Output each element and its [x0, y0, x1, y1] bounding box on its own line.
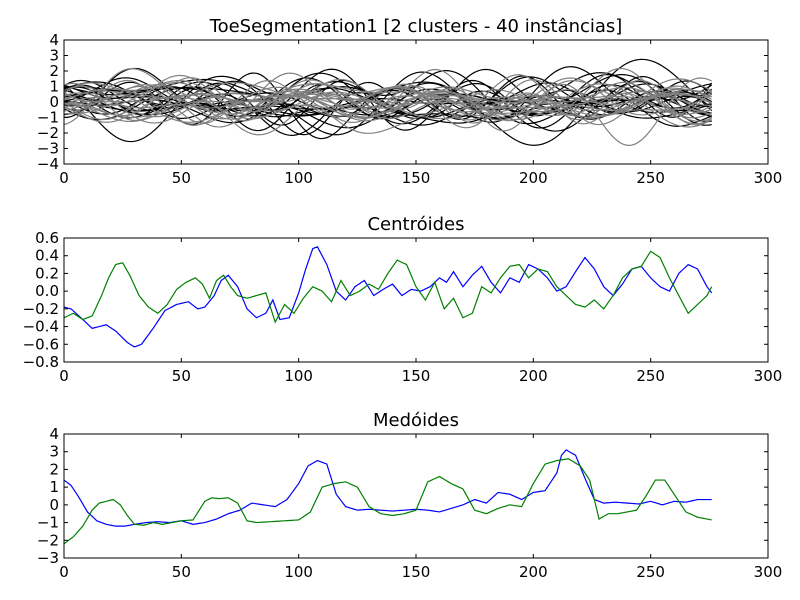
- x-tick-label: 0: [59, 367, 69, 385]
- chart-title: ToeSegmentation1 [2 clusters - 40 instân…: [209, 16, 623, 37]
- instance-line-group2-20: [64, 92, 712, 112]
- y-tick-label: 2: [49, 460, 59, 478]
- x-tick-label: 250: [636, 169, 665, 187]
- y-tick-label: 3: [49, 47, 59, 65]
- series-line-2: [64, 458, 712, 545]
- series-line-1: [64, 246, 713, 348]
- instance-line-group2-15: [64, 72, 712, 123]
- y-tick-label: 3: [49, 443, 59, 461]
- instance-line-group2-19: [64, 83, 712, 128]
- y-tick-label: 1: [49, 478, 59, 496]
- y-tick-label: −3: [37, 140, 59, 158]
- plot-area: [64, 449, 712, 545]
- y-tick-label: −3: [37, 549, 59, 567]
- x-tick-label: 300: [754, 367, 783, 385]
- instance-line-group2-4: [64, 67, 712, 134]
- x-tick-label: 50: [172, 367, 191, 385]
- y-tick-label: 0.6: [35, 229, 59, 247]
- y-tick-label: −2: [37, 124, 59, 142]
- plot-area: [64, 246, 713, 348]
- x-tick-label: 100: [284, 169, 313, 187]
- series-line-2: [64, 250, 713, 324]
- y-tick-label: 1: [49, 78, 59, 96]
- instance-line-group2-13: [64, 78, 712, 126]
- y-tick-label: −2: [37, 531, 59, 549]
- x-tick-label: 50: [172, 169, 191, 187]
- x-tick-label: 200: [519, 367, 548, 385]
- x-tick-label: 100: [284, 563, 313, 581]
- y-tick-label: 0: [49, 496, 59, 514]
- instance-line-group1-8: [64, 72, 712, 132]
- y-tick-label: −1: [37, 109, 59, 127]
- y-tick-label: 2: [49, 62, 59, 80]
- x-tick-label: 0: [59, 169, 69, 187]
- instance-line-group2-8: [64, 74, 712, 122]
- y-tick-label: −0.2: [23, 300, 59, 318]
- y-tick-label: −0.4: [23, 318, 59, 336]
- y-tick-label: 4: [49, 425, 59, 443]
- y-tick-label: −0.8: [23, 353, 59, 371]
- x-tick-label: 50: [172, 563, 191, 581]
- x-tick-label: 200: [519, 169, 548, 187]
- x-tick-label: 150: [402, 563, 431, 581]
- y-tick-label: 0.0: [35, 282, 59, 300]
- instance-line-group2-6: [64, 77, 712, 124]
- x-tick-label: 150: [402, 169, 431, 187]
- instance-line-group1-15: [64, 71, 712, 136]
- x-tick-label: 100: [284, 367, 313, 385]
- chart-title: Centróides: [367, 214, 464, 235]
- y-tick-label: 0.4: [35, 247, 59, 265]
- y-tick-label: 0: [49, 93, 59, 111]
- instance-line-group2-7: [64, 81, 712, 128]
- chart-title: Medóides: [373, 410, 459, 431]
- x-tick-label: 250: [636, 367, 665, 385]
- x-tick-label: 200: [519, 563, 548, 581]
- x-tick-label: 150: [402, 367, 431, 385]
- x-tick-label: 250: [636, 563, 665, 581]
- y-tick-label: −4: [37, 155, 59, 173]
- x-tick-label: 300: [754, 563, 783, 581]
- y-tick-label: −0.6: [23, 335, 59, 353]
- x-tick-label: 0: [59, 563, 69, 581]
- y-tick-label: 0.2: [35, 264, 59, 282]
- y-tick-label: 4: [49, 31, 59, 49]
- y-tick-label: −1: [37, 514, 59, 532]
- panel-centroids: 0 50 100 150 200 250 300 −0.8−0.6−0.4−0.20.00.2…: [23, 214, 783, 385]
- panel-instances: 0 50 100 150 200 250 300−4−3−2−101234ToeSegmen…: [37, 16, 782, 187]
- instance-line-group2-14: [64, 74, 713, 126]
- plot-area: [64, 58, 713, 146]
- x-tick-label: 300: [754, 169, 783, 187]
